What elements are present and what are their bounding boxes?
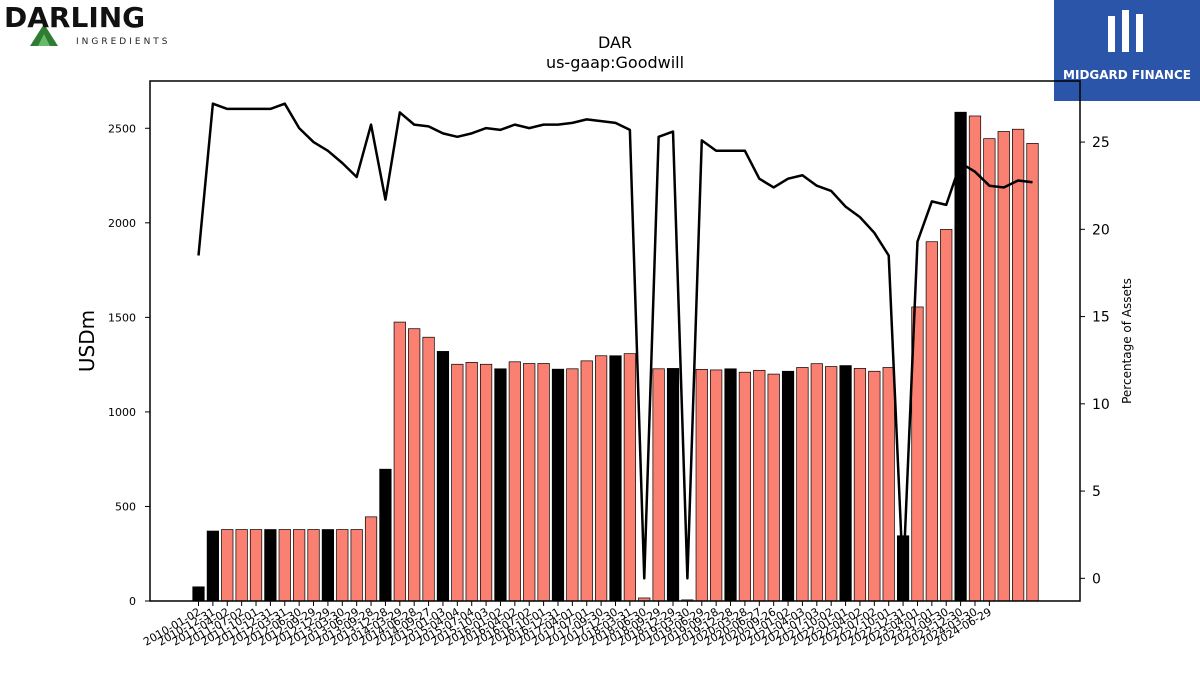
midgard-logo-text: MIDGARD FINANCE	[1063, 68, 1191, 82]
goodwill-bar	[666, 368, 680, 602]
goodwill-bar	[882, 367, 895, 602]
goodwill-bar	[206, 530, 219, 602]
goodwill-bar	[436, 351, 450, 602]
goodwill-bar	[249, 529, 263, 602]
y-tick-label: 500	[115, 500, 136, 513]
y2-tick-label: 15	[1092, 310, 1110, 326]
midgard-emblem-icon	[1108, 10, 1143, 52]
goodwill-bar	[336, 529, 349, 602]
bar-series	[192, 111, 1039, 602]
goodwill-bar	[753, 369, 766, 602]
goodwill-bar	[652, 368, 665, 602]
goodwill-bar	[508, 361, 521, 602]
goodwill-bar	[695, 369, 708, 602]
goodwill-bar	[609, 355, 622, 602]
goodwill-bar	[221, 529, 234, 602]
goodwill-bar	[523, 363, 536, 602]
logo-subtitle: INGREDIENTS	[76, 37, 171, 47]
goodwill-bar	[868, 370, 881, 602]
goodwill-bar	[983, 138, 996, 602]
darling-ingredients-logo: DARLING INGREDIENTS	[4, 4, 174, 48]
goodwill-bar	[724, 368, 737, 602]
goodwill-bar	[264, 529, 277, 602]
goodwill-bar	[393, 321, 406, 602]
y2-tick-label: 0	[1092, 571, 1101, 587]
goodwill-bar	[825, 366, 838, 602]
y-tick-label: 2500	[108, 122, 136, 135]
chart-title: DAR	[598, 33, 632, 52]
goodwill-bar	[465, 362, 478, 602]
goodwill-bar	[810, 363, 823, 602]
goodwill-bar	[925, 241, 938, 602]
goodwill-bar	[940, 229, 953, 602]
goodwill-bar	[235, 529, 248, 602]
goodwill-bar	[379, 468, 392, 602]
goodwill-bar	[408, 328, 421, 602]
goodwill-bar	[278, 529, 291, 602]
goodwill-bar	[293, 529, 306, 602]
y2-axis-label: Percentage of Assets	[1120, 278, 1134, 404]
goodwill-bar	[1012, 128, 1025, 602]
chart-subtitle: us-gaap:Goodwill	[546, 53, 684, 72]
goodwill-bar	[307, 529, 320, 602]
percentage-line-series	[197, 102, 1033, 580]
goodwill-bar	[796, 367, 809, 602]
y-tick-label: 1000	[108, 406, 136, 419]
goodwill-bar	[350, 529, 363, 602]
goodwill-bar	[710, 369, 723, 602]
goodwill-bar	[997, 131, 1010, 602]
goodwill-bar	[968, 115, 982, 602]
goodwill-bar	[537, 363, 550, 602]
y-tick-label: 2000	[108, 217, 136, 230]
goodwill-bar	[623, 353, 636, 602]
y-tick-label: 1500	[108, 311, 136, 324]
logo-leaf-icon	[30, 24, 58, 46]
goodwill-bar	[1026, 143, 1039, 602]
percentage-of-assets-line	[197, 102, 1033, 580]
y-tick-label: 0	[129, 595, 136, 608]
y2-tick-label: 10	[1092, 397, 1110, 413]
goodwill-bar	[551, 368, 565, 602]
goodwill-bar	[595, 355, 608, 602]
goodwill-bar	[494, 368, 507, 602]
y2-tick-label: 5	[1092, 484, 1101, 500]
goodwill-bar	[839, 365, 852, 602]
goodwill-bar	[321, 529, 335, 602]
goodwill-bar	[451, 363, 464, 602]
y-axis-label: USDm	[75, 310, 99, 372]
goodwill-bar	[364, 516, 378, 602]
goodwill-bar	[781, 370, 795, 602]
goodwill-bar	[422, 336, 435, 602]
midgard-finance-logo: MIDGARD FINANCE	[1054, 0, 1200, 101]
goodwill-bar	[192, 586, 205, 602]
goodwill-bar	[853, 368, 867, 602]
goodwill-bar	[738, 371, 752, 602]
y2-tick-label: 25	[1092, 135, 1110, 151]
goodwill-bar	[580, 360, 593, 602]
goodwill-bar	[566, 368, 579, 602]
goodwill-bar	[954, 111, 967, 602]
goodwill-bar	[767, 373, 780, 602]
logo-wordmark: DARLING	[4, 1, 146, 34]
y2-tick-label: 20	[1092, 222, 1110, 238]
goodwill-bar	[479, 363, 493, 602]
